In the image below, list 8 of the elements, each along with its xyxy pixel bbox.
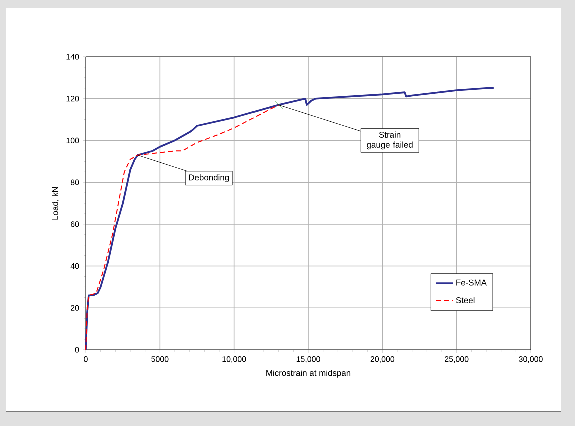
annotation: Strain gauge failed (367, 132, 413, 150)
annotation: Debonding (189, 174, 230, 182)
x-axis-title: Microstrain at midspan (266, 370, 351, 378)
legend-label: Fe-SMA (456, 280, 487, 286)
line-series (85, 87, 495, 351)
legend-label: Steel (456, 297, 475, 304)
line-series (86, 104, 280, 350)
y-axis-title: Load, kN (52, 187, 60, 220)
